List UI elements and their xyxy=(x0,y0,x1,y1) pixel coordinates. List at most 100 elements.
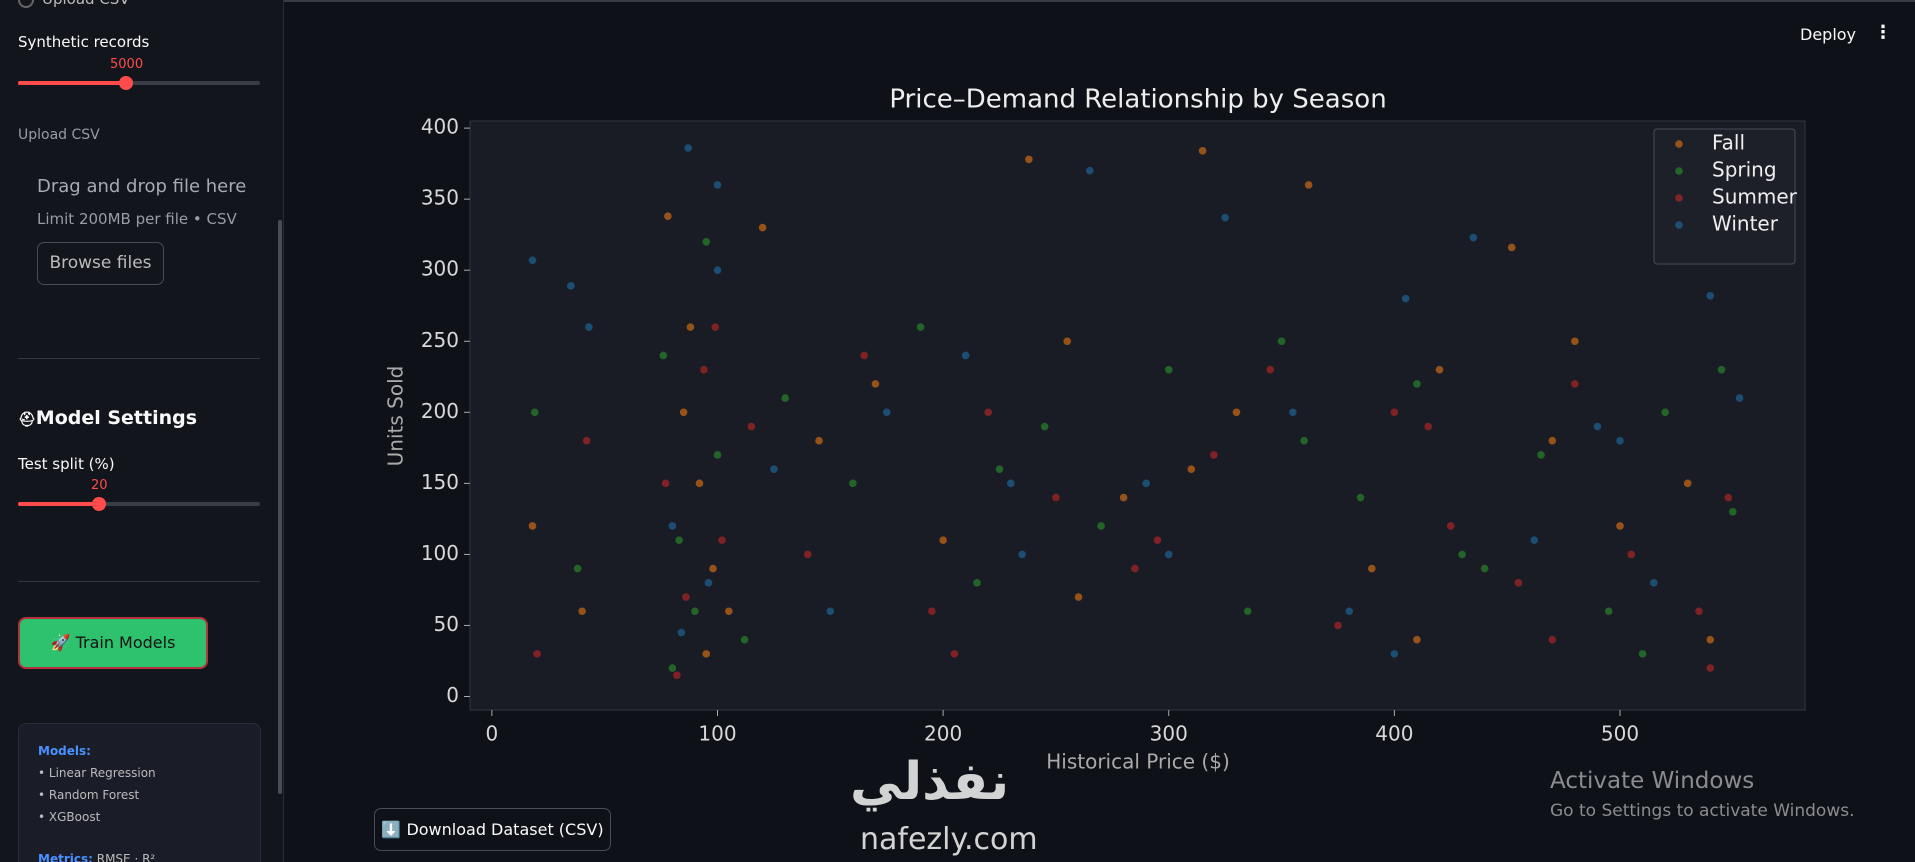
point xyxy=(1537,451,1545,459)
slider-track xyxy=(18,502,260,506)
point xyxy=(713,266,722,275)
watermark-arabic: نفذلي xyxy=(850,752,1010,812)
activate-text: Go to Settings to activate Windows. xyxy=(1550,801,1855,821)
split-label: Test split (%) xyxy=(18,455,115,473)
point xyxy=(1616,436,1624,445)
point xyxy=(1221,213,1229,222)
point xyxy=(1390,650,1399,658)
point xyxy=(740,635,749,644)
slider-thumb[interactable] xyxy=(119,76,133,90)
point xyxy=(950,650,959,658)
point xyxy=(1007,479,1015,488)
point xyxy=(1717,365,1726,374)
point xyxy=(815,436,823,445)
point xyxy=(961,351,970,360)
point xyxy=(995,465,1004,473)
point xyxy=(1724,493,1733,502)
info-title: Models: xyxy=(38,744,91,758)
point xyxy=(1119,493,1128,502)
point xyxy=(1458,550,1466,559)
point xyxy=(1243,607,1252,616)
records-label: Synthetic records xyxy=(18,33,150,51)
slider-thumb[interactable] xyxy=(92,497,106,511)
point xyxy=(1650,579,1658,587)
point xyxy=(1210,451,1218,459)
legend-label: Winter xyxy=(1712,212,1779,236)
info-item: • Random Forest xyxy=(38,788,140,802)
point xyxy=(1661,408,1669,417)
point xyxy=(1390,408,1399,417)
point xyxy=(673,671,681,679)
point xyxy=(582,436,591,445)
point xyxy=(871,380,880,388)
point xyxy=(1604,607,1613,616)
x-tick-label: 300 xyxy=(1150,722,1188,746)
point xyxy=(1480,564,1489,573)
point xyxy=(1435,365,1444,374)
point xyxy=(781,394,789,402)
point xyxy=(939,536,947,544)
download-button[interactable]: ⬇️ Download Dataset (CSV) xyxy=(374,808,611,851)
radio-option[interactable]: Upload CSV xyxy=(18,0,130,8)
x-axis-label: Historical Price ($) xyxy=(1046,750,1230,774)
series-points xyxy=(528,147,1715,658)
point xyxy=(1446,522,1455,530)
point xyxy=(682,593,690,601)
point xyxy=(533,650,541,658)
point xyxy=(1548,635,1557,644)
point xyxy=(1507,243,1516,252)
slider-track xyxy=(18,81,260,85)
y-tick-label: 300 xyxy=(421,257,459,281)
legend-marker xyxy=(1675,140,1683,148)
point xyxy=(1164,365,1173,374)
point xyxy=(1266,365,1275,374)
y-tick-label: 100 xyxy=(421,541,459,565)
point xyxy=(1063,337,1072,346)
point xyxy=(1356,493,1365,502)
train-button[interactable]: 🚀 Train Models xyxy=(18,617,208,669)
point xyxy=(1097,522,1105,530)
point xyxy=(1198,147,1207,155)
point xyxy=(1593,422,1602,431)
menu-icon[interactable]: ⋮ xyxy=(1874,22,1892,43)
point xyxy=(826,607,835,616)
point xyxy=(1413,380,1421,388)
chart: Price–Demand Relationship by Season Hist… xyxy=(384,85,1806,774)
drop-text: Drag and drop file here xyxy=(37,176,247,197)
point xyxy=(1040,422,1049,431)
legend-marker xyxy=(1675,167,1683,175)
point xyxy=(882,408,891,417)
button-label: Train Models xyxy=(75,633,176,652)
point xyxy=(803,550,812,559)
y-tick-label: 150 xyxy=(421,470,459,494)
point xyxy=(984,408,993,417)
upload-label: Upload CSV xyxy=(18,127,100,143)
point xyxy=(1413,635,1421,644)
divider xyxy=(18,358,260,359)
deploy-button[interactable]: Deploy xyxy=(1800,25,1857,44)
point xyxy=(1300,436,1308,445)
point xyxy=(1424,422,1433,431)
point xyxy=(1401,294,1410,303)
point xyxy=(1074,593,1083,601)
info-item: • XGBoost xyxy=(38,810,101,824)
records-value: 5000 xyxy=(110,57,144,72)
point xyxy=(849,479,857,488)
point xyxy=(1469,233,1478,242)
slider-fill xyxy=(18,502,99,506)
point xyxy=(684,144,692,152)
point xyxy=(1334,621,1342,630)
sidebar: Upload CSV Synthetic records 5000 Upload… xyxy=(0,0,284,862)
point xyxy=(724,607,733,616)
point xyxy=(1548,436,1557,445)
scrollbar xyxy=(278,220,282,794)
point xyxy=(664,212,672,221)
point xyxy=(1277,337,1286,346)
point xyxy=(770,465,778,473)
y-axis-label: Units Sold xyxy=(384,366,408,467)
browse-button[interactable]: Browse files xyxy=(37,242,164,285)
point xyxy=(1571,380,1579,388)
series-points xyxy=(533,323,1733,679)
point xyxy=(1018,550,1026,559)
